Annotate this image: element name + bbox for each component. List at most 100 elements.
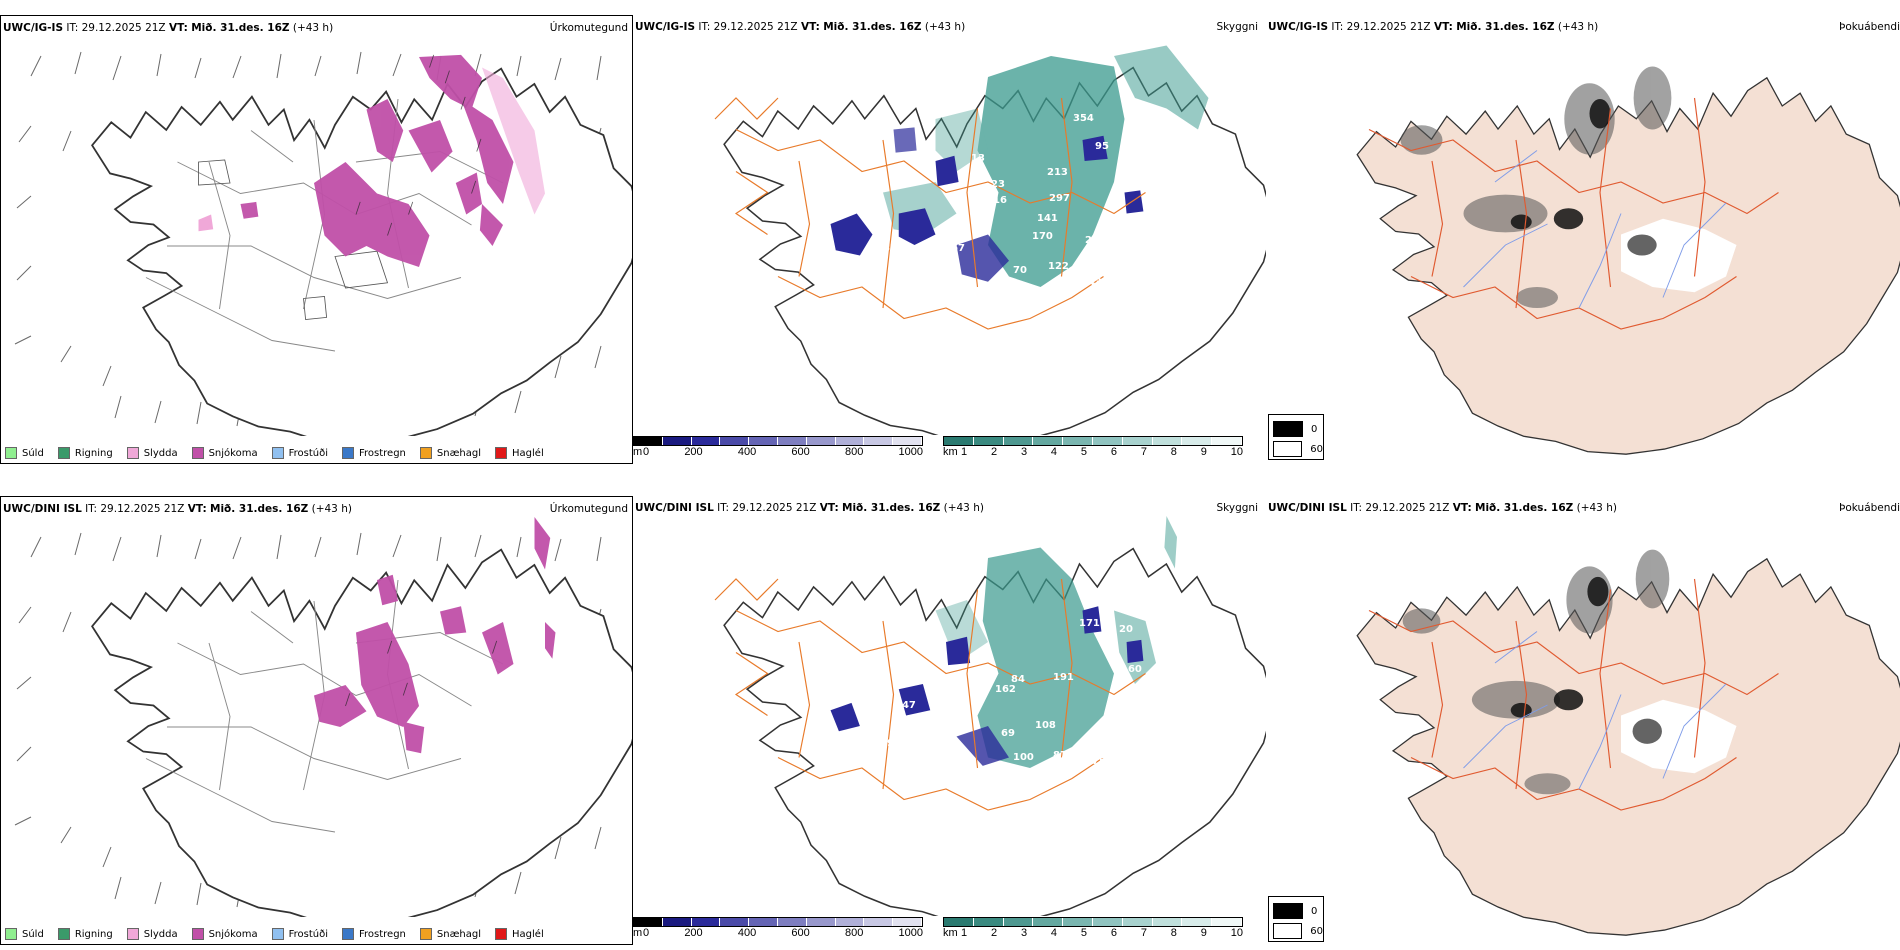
panel-header: UWC/DINI ISL IT: 29.12.2025 21Z VT: Mið.… (3, 503, 352, 515)
cloudbase-value-label: 87 (1053, 750, 1067, 761)
cloudbase-value-label: 175 (1085, 756, 1106, 767)
cloudbase-scale-step (720, 918, 750, 926)
cloudbase-scale-step (777, 918, 807, 926)
cloudbase-tick: 200 (684, 927, 703, 939)
visibility-scale-step (1063, 918, 1093, 926)
cloudbase-value-label: 95 (1095, 141, 1109, 152)
cloudbase-tick: 0 (643, 927, 650, 939)
legend-swatch (342, 447, 354, 459)
cloudbase-scale-step (749, 437, 778, 445)
cloudbase-value-label: 84 (1011, 674, 1025, 685)
visibility-tick: 6 (1110, 927, 1117, 939)
legend-item-snæhagl: Snæhagl (419, 447, 481, 459)
legend-swatch (5, 447, 17, 459)
panel-title: Skyggni (1216, 502, 1259, 514)
visibility-scale-step (1092, 437, 1123, 445)
precip-legend: Súld Rigning Slydda Snjókoma Frostúði Frostre… (5, 928, 558, 940)
visibility-scale-step (1122, 918, 1153, 926)
legend-swatch (191, 928, 204, 940)
legend-item-rigning: Rigning (57, 447, 113, 459)
panel-header: UWC/IG-IS IT: 29.12.2025 21Z VT: Mið. 31… (1268, 21, 1599, 33)
fog-map (1266, 66, 1900, 455)
cloudbase-value-label: 100 (1078, 748, 1099, 759)
legend-item-haglél: Haglél (495, 447, 544, 459)
legend-item-frostúði: Frostúði (271, 928, 328, 940)
cloudbase-tick: 1000 (898, 927, 923, 939)
legend-item-rigning: Rigning (57, 928, 113, 940)
visibility-panel-row2: UWC/DINI ISL IT: 29.12.2025 21Z VT: Mið.… (633, 496, 1266, 945)
legend-item-haglél: Haglél (495, 928, 544, 940)
legend-swatch (5, 928, 17, 940)
panel-title: Úrkomutegund (549, 22, 628, 34)
sleet-area (481, 67, 545, 215)
precip-panel-row2: UWC/DINI ISL IT: 29.12.2025 21Z VT: Mið.… (0, 496, 633, 945)
cloudbase-value-label: 93 (887, 738, 901, 749)
cloudbase-scale-step (806, 437, 836, 445)
cloudbase-value-label: 170 (1032, 231, 1053, 242)
cloudbase-tick: 800 (844, 446, 864, 458)
visibility-tick: 9 (1200, 446, 1207, 458)
cloudbase-value-label: 162 (995, 684, 1016, 695)
visibility-scale-step (1003, 437, 1034, 445)
cloudbase-scale-step (634, 437, 663, 445)
visibility-scale-step (1033, 437, 1064, 445)
fog-legend-row2: 0 60 (1268, 896, 1324, 942)
cloudbase-value-label: 91 (855, 271, 869, 282)
cloudbase-scale-step (864, 437, 894, 445)
legend-item-súld: Súld (5, 928, 44, 940)
cloudbase-tick: 1000 (898, 446, 923, 458)
cloudbase-scale-step (806, 918, 836, 926)
cloudbase-value-label: 120 (893, 716, 914, 727)
fog-panel-row2: UWC/DINI ISL IT: 29.12.2025 21Z VT: Mið.… (1266, 496, 1900, 945)
visibility-tick: 9 (1200, 927, 1207, 939)
cloudbase-value-label: 472 (1113, 738, 1134, 749)
fog-legend-row1: 0 60 (1268, 414, 1324, 460)
visibility-scale-step (1122, 437, 1153, 445)
visibility-scale-step (944, 918, 974, 926)
precip-panel-row1: UWC/IG-IS IT: 29.12.2025 21Z VT: Mið. 31… (0, 15, 633, 464)
cloudbase-tick: 400 (737, 927, 757, 939)
sleet-area (198, 214, 214, 232)
cloudbase-value-label: 70 (1013, 265, 1027, 276)
visibility-tick: 8 (1170, 446, 1177, 458)
visibility-scale-step (1152, 918, 1183, 926)
cloudbase-value-label: 268 (1085, 235, 1106, 246)
cloudbase-value-label: 354 (1073, 113, 1094, 124)
panel-title: Úrkomutegund (549, 503, 628, 515)
legend-swatch (495, 447, 508, 459)
precip-map (14, 517, 633, 917)
snow-areas (314, 517, 556, 754)
cloudbase-scale-step (835, 437, 865, 445)
legend-swatch (191, 447, 204, 459)
panel-title: Skyggni (1216, 21, 1259, 33)
cloudbase-value-label: 20 (1119, 624, 1133, 635)
visibility-tick: 4 (1050, 927, 1058, 939)
cloudbase-scale-step (662, 918, 692, 926)
legend-item-súld: Súld (5, 447, 44, 459)
cloudbase-scale-step (777, 437, 807, 445)
visibility-tick: 8 (1170, 927, 1177, 939)
visibility-scale-step (944, 437, 974, 445)
legend-item-snjókoma: Snjókoma (191, 928, 258, 940)
legend-swatch (57, 928, 70, 940)
cloudbase-scale-step (691, 918, 721, 926)
cloudbase-scale-step (835, 918, 865, 926)
visibility-scale-step (1003, 918, 1034, 926)
cloudbase-value-label: 141 (1037, 213, 1058, 224)
cloudbase-value-label: 160 (1121, 664, 1142, 675)
fog-white-area (1621, 699, 1737, 774)
visibility-scale-step (1212, 918, 1242, 926)
cloudbase-value-label: 297 (1049, 193, 1070, 204)
cloudbase-value-label: 69 (1001, 728, 1015, 739)
fog-panel-row1: UWC/IG-IS IT: 29.12.2025 21Z VT: Mið. 31… (1266, 15, 1900, 464)
panel-title: Þokuábendi (1839, 502, 1900, 514)
visibility-tick: 4 (1050, 446, 1058, 458)
legend-swatch (271, 928, 284, 940)
cloudbase-scale-step (893, 437, 922, 445)
cloudbase-value-label: 16 (993, 195, 1007, 206)
precip-legend: Súld Rigning Slydda Snjókoma Frostúði Frostre… (5, 447, 558, 459)
cloudbase-value-label: 100 (1013, 752, 1034, 763)
visibility-tick: 2 (990, 927, 998, 939)
cloudbase-scale-step (893, 918, 922, 926)
